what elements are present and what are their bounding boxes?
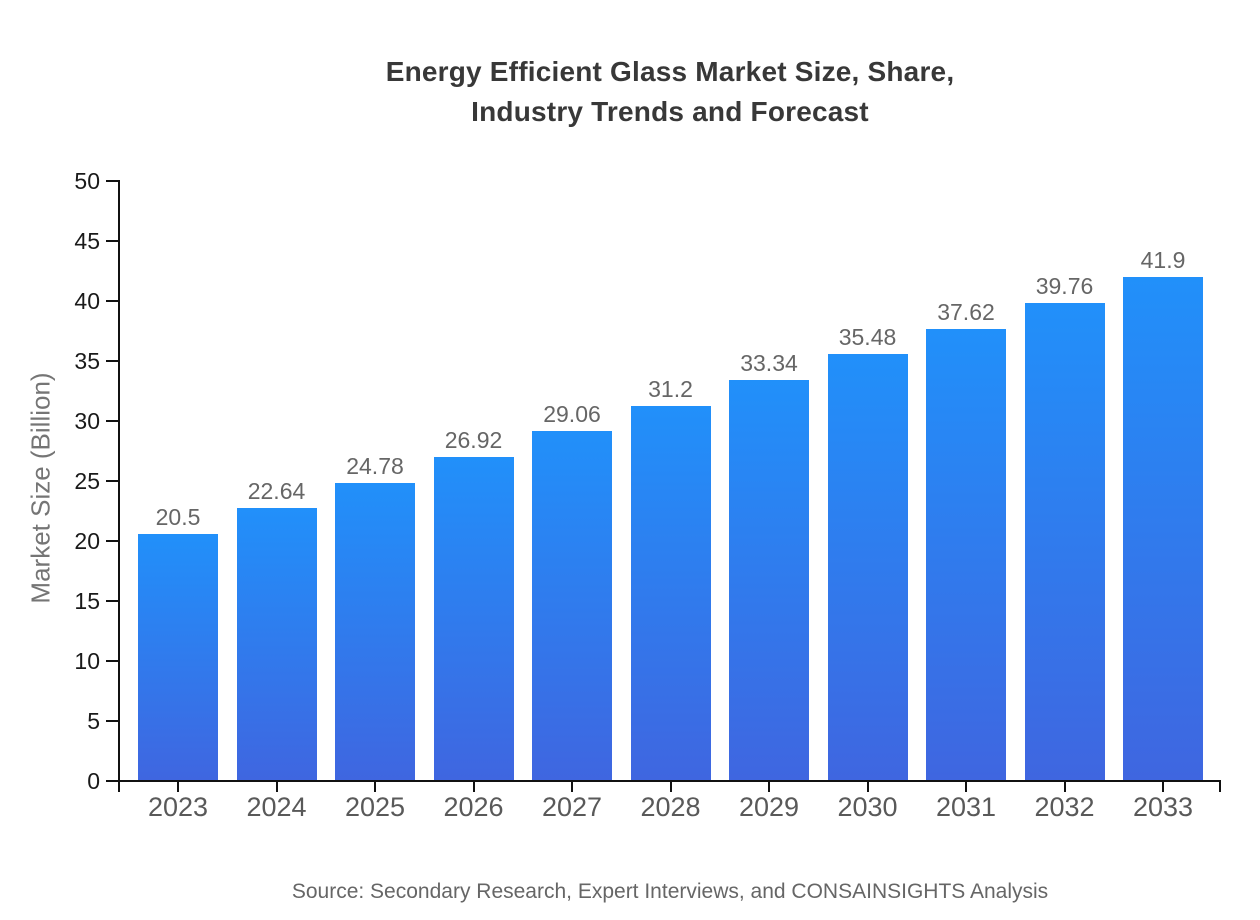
y-tick-label: 35 xyxy=(74,348,100,374)
bar-value-label: 33.34 xyxy=(740,349,798,376)
y-tick-label: 10 xyxy=(74,648,100,674)
x-axis-tick xyxy=(866,782,869,792)
x-axis-edge-tick xyxy=(1219,782,1221,792)
x-tick-label: 2026 xyxy=(443,792,504,822)
x-axis-tick xyxy=(571,782,573,792)
chart-title-line1: Energy Efficient Glass Market Size, Shar… xyxy=(385,56,955,87)
bar-2028 xyxy=(630,405,711,780)
chart-title-line2: Industry Trends and Forecast xyxy=(471,96,869,127)
bar-2024 xyxy=(236,508,317,780)
y-tick-label: 15 xyxy=(74,588,100,614)
y-axis-tick xyxy=(106,660,118,662)
y-axis-tick xyxy=(106,480,118,482)
x-axis-tick xyxy=(768,782,770,792)
bar-value-label: 24.78 xyxy=(346,452,404,479)
x-tick-label: 2030 xyxy=(837,792,898,822)
x-tick-label: 2031 xyxy=(935,792,997,822)
y-tick-label: 25 xyxy=(74,468,100,494)
y-axis-tick xyxy=(106,720,118,722)
y-axis-tick xyxy=(106,420,118,422)
bar-2030 xyxy=(827,354,908,780)
x-axis-tick xyxy=(965,782,967,792)
y-axis-tick xyxy=(106,240,118,242)
x-tick-label: 2028 xyxy=(640,792,701,822)
bar-2027 xyxy=(532,431,612,780)
x-axis-tick xyxy=(374,782,376,792)
y-axis-tick xyxy=(106,360,118,362)
x-axis-tick xyxy=(1063,782,1066,792)
y-tick-label: 5 xyxy=(87,708,100,734)
y-tick-label: 30 xyxy=(74,408,100,434)
bar-value-label: 29.06 xyxy=(543,401,601,428)
bar-2026 xyxy=(433,456,514,780)
bar-value-label: 39.76 xyxy=(1035,272,1094,299)
y-axis-tick xyxy=(106,540,118,542)
y-axis-line xyxy=(118,180,120,782)
x-axis-tick xyxy=(275,782,278,792)
bar-value-label: 35.48 xyxy=(838,324,897,351)
y-axis-tick xyxy=(106,300,118,302)
y-tick-label: 20 xyxy=(74,528,100,554)
x-axis-tick xyxy=(1162,782,1164,792)
x-tick-label: 2023 xyxy=(147,792,209,822)
x-tick-label: 2027 xyxy=(541,792,603,822)
x-tick-label: 2024 xyxy=(246,792,307,822)
y-tick-label: 0 xyxy=(87,768,100,794)
bar-2023 xyxy=(138,534,218,780)
bar-2029 xyxy=(729,379,809,780)
source-note: Source: Secondary Research, Expert Inter… xyxy=(291,880,1049,903)
x-tick-label: 2025 xyxy=(344,792,406,822)
x-tick-label: 2032 xyxy=(1034,792,1095,822)
bar-value-label: 31.2 xyxy=(648,375,693,402)
y-tick-label: 45 xyxy=(74,228,100,254)
x-axis-tick xyxy=(472,782,475,792)
chart-title: Energy Efficient Glass Market Size, Shar… xyxy=(80,52,1260,132)
bar-value-label: 22.64 xyxy=(247,478,306,505)
y-axis-tick xyxy=(106,780,118,782)
bar-value-label: 26.92 xyxy=(444,426,503,453)
bar-2032 xyxy=(1024,302,1105,780)
x-axis-tick xyxy=(669,782,672,792)
y-tick-label: 50 xyxy=(74,168,100,194)
x-axis-edge-tick xyxy=(118,782,120,792)
bar-value-label: 20.5 xyxy=(155,504,201,530)
x-axis-line xyxy=(118,780,1221,782)
bar-value-label: 37.62 xyxy=(937,298,995,325)
y-axis-tick xyxy=(106,180,118,182)
y-tick-label: 40 xyxy=(74,288,100,314)
y-axis-tick xyxy=(106,600,118,602)
x-tick-label: 2033 xyxy=(1132,792,1194,822)
bar-value-label: 41.9 xyxy=(1140,247,1186,274)
bar-2031 xyxy=(926,328,1006,780)
x-axis-tick xyxy=(177,782,179,792)
x-tick-label: 2029 xyxy=(738,792,800,822)
bar-2033 xyxy=(1123,277,1203,780)
bar-2025 xyxy=(335,482,415,780)
